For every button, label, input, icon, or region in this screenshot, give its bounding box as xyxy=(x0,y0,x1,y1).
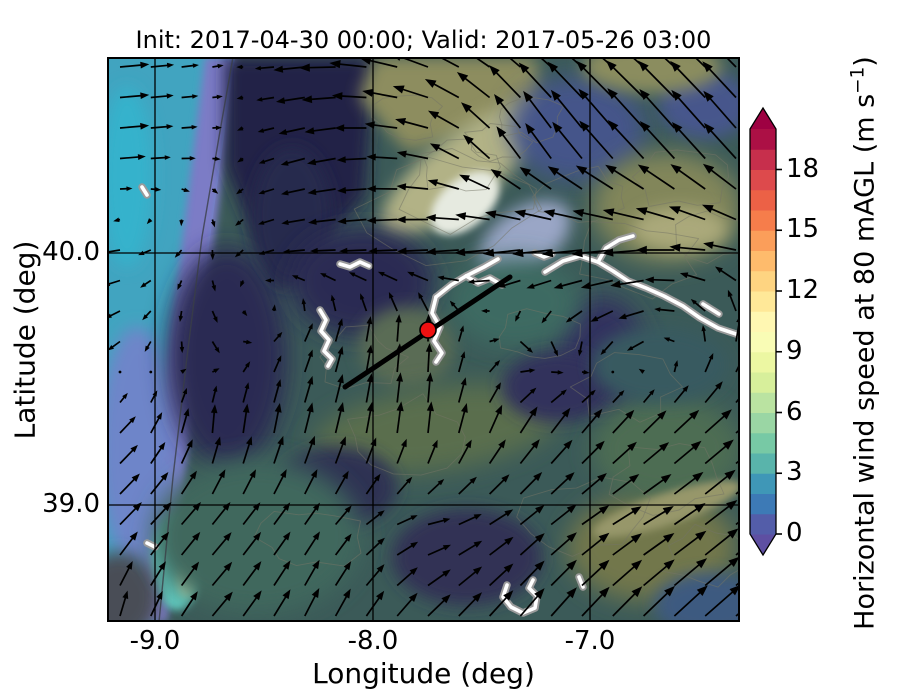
colorbar-tick-label: 18 xyxy=(786,153,820,184)
colorbar-tick-label: 15 xyxy=(786,214,820,245)
wind-map-canvas xyxy=(107,57,740,622)
colorbar-label-superscript: −1 xyxy=(847,66,869,94)
x-tick-label: -7.0 xyxy=(564,626,616,656)
x-tick-label: -9.0 xyxy=(129,626,181,656)
wind-arrows xyxy=(107,57,740,617)
colorbar-tick-label: 3 xyxy=(786,457,803,488)
colorbar-label-close: ) xyxy=(849,56,881,67)
colorbar xyxy=(742,106,802,580)
colorbar-tick-label: 12 xyxy=(786,275,820,305)
colorbar-tick-label: 6 xyxy=(786,396,803,427)
y-tick-label: 40.0 xyxy=(42,236,100,267)
site-marker xyxy=(419,321,437,339)
colorbar-label: Horizontal wind speed at 80 mAGL (m s−1) xyxy=(848,56,881,630)
x-tick-label: -8.0 xyxy=(347,626,399,656)
colorbar-canvas xyxy=(749,106,782,557)
x-axis-label: Longitude (deg) xyxy=(312,657,535,690)
colorbar-label-text: Horizontal wind speed at 80 mAGL (m s xyxy=(849,93,881,630)
colorbar-tick-label: 0 xyxy=(786,518,803,548)
colorbar-tick-label: 9 xyxy=(786,335,803,366)
figure-title: Init: 2017-04-30 00:00; Valid: 2017-05-2… xyxy=(135,26,712,54)
map-plot-area xyxy=(107,57,740,622)
y-axis-label: Latitude (deg) xyxy=(8,240,42,440)
y-tick-label: 39.0 xyxy=(42,488,100,519)
